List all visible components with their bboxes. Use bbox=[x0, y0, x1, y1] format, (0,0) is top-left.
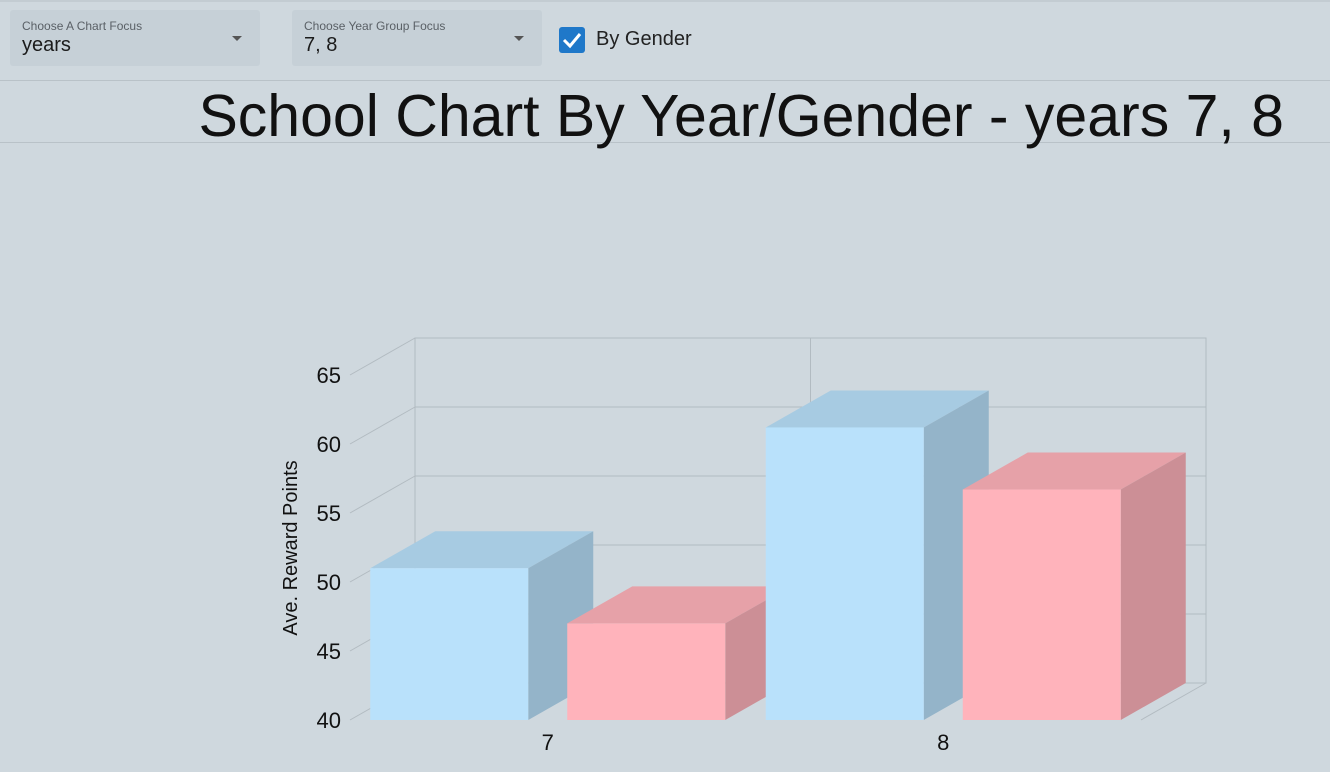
checkmark-icon bbox=[562, 33, 582, 49]
bar bbox=[962, 489, 1121, 720]
x-tick-label: 8 bbox=[937, 730, 949, 755]
year-focus-value: 7, 8 bbox=[304, 34, 338, 56]
bar-top bbox=[765, 390, 989, 428]
filter-toolbar: Choose A Chart Focus years Choose Year G… bbox=[0, 0, 1330, 81]
bar bbox=[370, 568, 529, 720]
floor-edge bbox=[1140, 682, 1207, 721]
chart-title: School Chart By Year/Gender - years 7, 8 bbox=[198, 83, 1284, 149]
bar-top bbox=[370, 531, 594, 569]
year-focus-label: Choose Year Group Focus bbox=[304, 19, 446, 33]
x-tick-label: 7 bbox=[542, 730, 554, 755]
y-tick-label: 60 bbox=[317, 432, 341, 457]
y-tick-label: 50 bbox=[317, 570, 341, 595]
y-tick-label: 55 bbox=[317, 501, 341, 526]
gridline-depth bbox=[349, 406, 416, 445]
title-bar: School Chart By Year/Gender - years 7, 8 bbox=[0, 81, 1330, 149]
gridline-depth bbox=[349, 475, 416, 514]
bar bbox=[567, 623, 726, 720]
y-axis-label: Ave. Reward Points bbox=[280, 460, 302, 635]
bar bbox=[765, 427, 924, 720]
bar-top bbox=[962, 452, 1186, 490]
bars bbox=[370, 390, 1186, 720]
chart-focus-value: years bbox=[22, 34, 71, 56]
bar-top bbox=[567, 586, 791, 624]
chart-focus-select[interactable]: Choose A Chart Focus years bbox=[10, 10, 260, 66]
bar-side bbox=[1120, 452, 1186, 720]
chart-focus-label: Choose A Chart Focus bbox=[22, 19, 143, 33]
y-tick-label: 45 bbox=[317, 639, 341, 664]
chevron-down-icon bbox=[232, 36, 242, 41]
y-tick-label: 65 bbox=[317, 363, 341, 388]
by-gender-label: By Gender bbox=[596, 28, 692, 50]
y-tick-label: 40 bbox=[317, 708, 341, 733]
gridline-depth bbox=[349, 337, 416, 376]
by-gender-checkbox[interactable] bbox=[559, 27, 585, 53]
chevron-down-icon bbox=[514, 36, 524, 41]
year-focus-select[interactable]: Choose Year Group Focus 7, 8 bbox=[292, 10, 542, 66]
